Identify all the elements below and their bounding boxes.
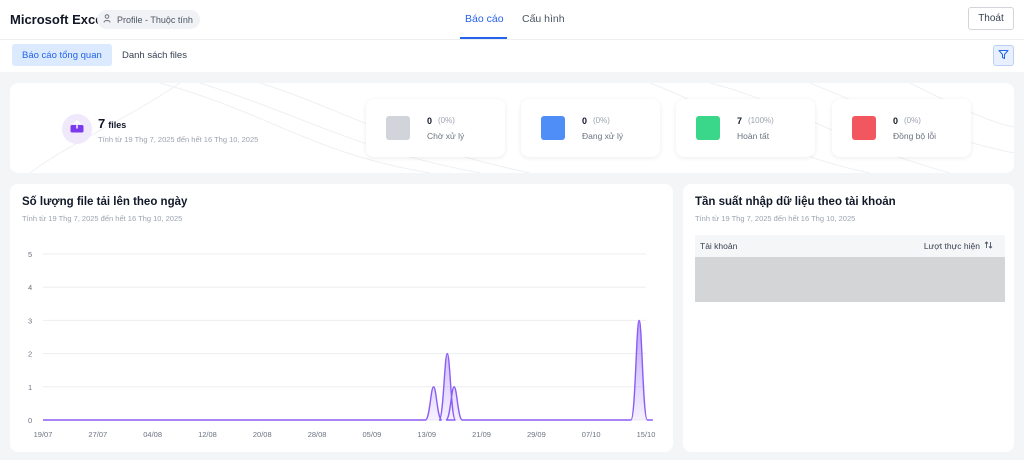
upload-icon-badge: [62, 114, 92, 144]
table-title: Tần suất nhập dữ liệu theo tài khoản: [695, 196, 896, 208]
summary-date-range: Tính từ 19 Thg 7, 2025 đến hết 16 Thg 10…: [98, 135, 259, 144]
x-tick-label: 04/08: [143, 430, 162, 439]
table-subtitle: Tính từ 19 Thg 7, 2025 đến hết 16 Thg 10…: [695, 214, 856, 223]
x-tick-label: 07/10: [582, 430, 601, 439]
subtab-file-list[interactable]: Danh sách files: [122, 49, 187, 61]
column-header-account[interactable]: Tài khoản: [700, 241, 738, 251]
y-tick-label: 0: [28, 416, 32, 425]
status-swatch: [541, 116, 565, 140]
logout-button[interactable]: Thoát: [968, 7, 1014, 30]
x-tick-label: 05/09: [363, 430, 382, 439]
status-label: Đồng bộ lỗi: [893, 131, 937, 141]
table-loading-placeholder: [695, 257, 1005, 302]
profile-chip[interactable]: Profile - Thuộc tính: [97, 10, 200, 29]
total-files-count: 7: [98, 116, 106, 131]
total-files: 7 files: [98, 116, 126, 131]
y-tick-label: 1: [28, 383, 32, 392]
status-card-pending: 0 (0%) Chờ xử lý: [366, 99, 505, 157]
top-bar: Microsoft Excel Profile - Thuộc tính Báo…: [0, 0, 1024, 40]
chart-title: Số lượng file tải lên theo ngày: [22, 196, 188, 208]
upload-icon: [70, 120, 84, 138]
summary-card: 7 files Tính từ 19 Thg 7, 2025 đến hết 16…: [10, 83, 1014, 173]
x-tick-label: 29/09: [527, 430, 546, 439]
x-tick-label: 15/10: [637, 430, 656, 439]
status-count: 0: [582, 116, 588, 126]
x-tick-label: 27/07: [88, 430, 107, 439]
x-tick-label: 19/07: [34, 430, 53, 439]
x-tick-label: 21/09: [472, 430, 491, 439]
series-area: [43, 320, 653, 420]
status-count: 0: [893, 116, 899, 126]
status-label: Chờ xử lý: [427, 131, 465, 141]
y-tick-label: 3: [28, 316, 32, 325]
total-files-unit: files: [108, 120, 127, 130]
daily-uploads-chart-card: 0 1 2 3 4 5 19/07 27/07 04/08 12/08 20/08 28/08 05/0…: [10, 184, 673, 452]
status-card-processing: 0 (0%) Đang xử lý: [521, 99, 660, 157]
status-swatch: [852, 116, 876, 140]
y-tick-label: 5: [28, 250, 32, 259]
subtab-overview-report[interactable]: Báo cáo tổng quan: [12, 44, 112, 66]
status-card-completed: 7 (100%) Hoàn tất: [676, 99, 815, 157]
status-card-sync-error: 0 (0%) Đồng bộ lỗi: [832, 99, 971, 157]
table-header: Tài khoản Lượt thực hiện: [695, 235, 1005, 257]
app-title: Microsoft Excel: [10, 12, 107, 27]
status-swatch: [386, 116, 410, 140]
x-tick-label: 28/08: [308, 430, 327, 439]
status-swatch: [696, 116, 720, 140]
filter-button[interactable]: [993, 45, 1014, 66]
x-tick-label: 12/08: [198, 430, 217, 439]
tab-cau-hinh[interactable]: Cấu hình: [522, 13, 565, 25]
user-icon: [103, 14, 111, 25]
y-tick-label: 2: [28, 350, 32, 359]
status-label: Đang xử lý: [582, 131, 624, 141]
column-header-count[interactable]: Lượt thực hiện: [924, 241, 993, 251]
active-tab-indicator: [460, 37, 507, 39]
status-count: 0: [427, 116, 433, 126]
x-tick-label: 20/08: [253, 430, 272, 439]
series-line: [43, 319, 653, 421]
sort-icon[interactable]: [984, 241, 993, 251]
filter-icon: [998, 47, 1009, 65]
y-tick-label: 4: [28, 283, 32, 292]
status-percent: (100%): [748, 116, 774, 125]
status-percent: (0%): [593, 116, 610, 125]
tab-bao-cao[interactable]: Báo cáo: [465, 13, 504, 25]
status-count: 7: [737, 116, 743, 126]
chart-subtitle: Tính từ 19 Thg 7, 2025 đến hết 16 Thg 10…: [22, 214, 183, 223]
sub-nav: Báo cáo tổng quan Danh sách files: [0, 40, 1024, 72]
column-header-count-label: Lượt thực hiện: [923, 241, 980, 251]
account-frequency-card: Tần suất nhập dữ liệu theo tài khoản Tín…: [683, 184, 1014, 452]
x-tick-label: 13/09: [417, 430, 436, 439]
status-percent: (0%): [904, 116, 921, 125]
status-percent: (0%): [438, 116, 455, 125]
status-label: Hoàn tất: [737, 131, 770, 141]
profile-chip-label: Profile - Thuộc tính: [117, 14, 193, 25]
daily-uploads-chart: 0 1 2 3 4 5 19/07 27/07 04/08 12/08 20/08 28/08 05/0…: [28, 250, 656, 439]
